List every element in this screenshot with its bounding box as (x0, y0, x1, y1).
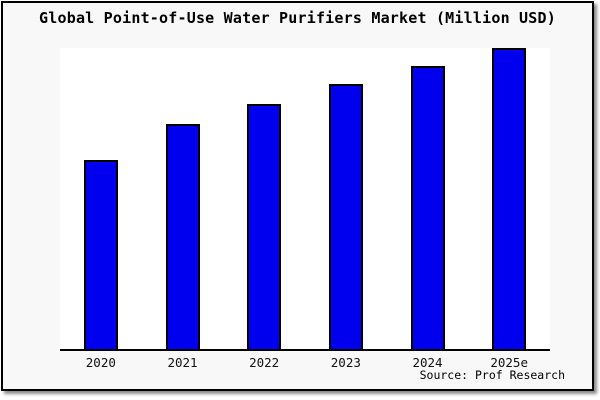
source-label: Source: Prof Research (419, 368, 565, 382)
chart-card: Global Point-of-Use Water Purifiers Mark… (1, 1, 594, 391)
x-tick-label-2025e: 2025e (490, 355, 528, 370)
bar-2021 (165, 124, 200, 349)
x-tick-label-2024: 2024 (412, 355, 443, 370)
bar-2022 (247, 104, 282, 349)
bar-2020 (83, 160, 118, 349)
plot-area (60, 48, 550, 351)
chart-title: Global Point-of-Use Water Purifiers Mark… (39, 9, 556, 27)
x-tick-label-2022: 2022 (249, 355, 280, 370)
x-tick-label-2023: 2023 (330, 355, 361, 370)
x-axis-ticks: 2020 2021 2022 2023 2024 2025e (60, 355, 550, 371)
bar-2023 (328, 84, 363, 349)
bar-2025e (492, 48, 527, 349)
x-tick-label-2020: 2020 (85, 355, 116, 370)
bar-2024 (410, 66, 445, 349)
x-tick-label-2021: 2021 (167, 355, 198, 370)
